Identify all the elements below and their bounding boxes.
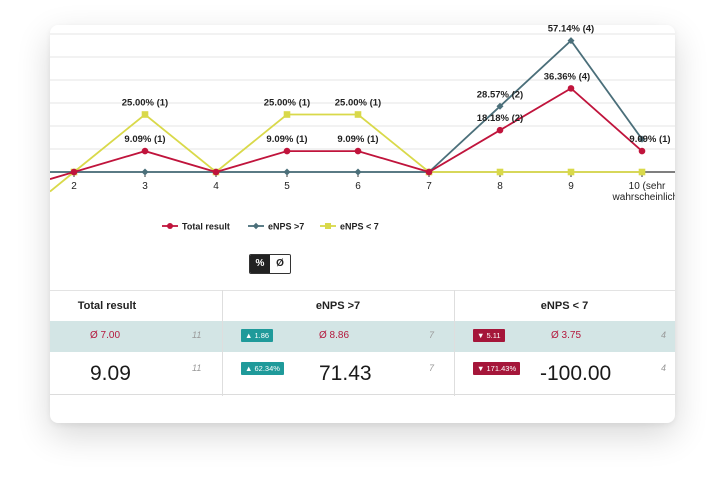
- display-mode-toggle[interactable]: % Ø: [249, 254, 291, 274]
- average-toggle-button[interactable]: Ø: [270, 255, 290, 273]
- data-label: 25.00% (1): [122, 98, 168, 109]
- header-total-result: Total result: [77, 300, 137, 312]
- data-point: [283, 168, 291, 176]
- data-point: [638, 147, 646, 155]
- data-point: [354, 111, 362, 118]
- table-row-average: Ø 7.00 11 ▲ 1.86 Ø 8.86 7 ▼ 5.11 Ø 3.75 …: [50, 321, 675, 352]
- data-point: [141, 111, 149, 118]
- data-label: 9.09% (1): [266, 134, 307, 145]
- x-tick-label: 9: [568, 181, 574, 192]
- data-point: [638, 135, 646, 143]
- results-table: Total result eNPS >7 eNPS < 7 Ø 7.00 11 …: [50, 290, 675, 396]
- data-point: [141, 147, 149, 155]
- x-tick-label: 5: [284, 181, 290, 192]
- x-tick-label: 3: [142, 181, 148, 192]
- header-enps-detractors: eNPS < 7: [540, 300, 589, 312]
- data-point: [567, 85, 575, 92]
- percent-toggle-button[interactable]: %: [250, 255, 270, 273]
- total-count: 11: [192, 363, 202, 373]
- promoters-count: 7: [429, 330, 435, 340]
- series-line-enps-7: [50, 113, 642, 193]
- data-point: [425, 168, 433, 176]
- x-tick-label: 6: [355, 181, 361, 192]
- data-label: 9.09% (1): [629, 134, 670, 145]
- total-percent-value: 9.09: [90, 362, 131, 385]
- data-label: 57.14% (4): [548, 25, 594, 35]
- data-label: 28.57% (2): [477, 89, 523, 100]
- column-divider: [222, 290, 223, 396]
- legend-marker: [252, 222, 260, 230]
- data-point: [354, 147, 362, 155]
- data-label: 9.09% (1): [124, 134, 165, 145]
- line-chart: 2 3 4 5 6 7 8 9 10 (sehr wahrscheinlich) 9.09% (1)…: [50, 25, 675, 232]
- legend-marker: [167, 223, 173, 229]
- table-header: Total result eNPS >7 eNPS < 7: [50, 290, 675, 322]
- x-tick-label: 4: [213, 181, 219, 192]
- series-line-total-result: [50, 87, 643, 180]
- data-point: [496, 168, 504, 176]
- data-label: 36.36% (4): [544, 71, 590, 82]
- data-point: [283, 147, 291, 155]
- detractors-delta-badge: ▼ 5.11: [473, 329, 505, 342]
- data-point: [567, 168, 575, 176]
- data-point: [70, 168, 78, 176]
- data-point: [496, 126, 504, 134]
- x-tick-label: 10 (sehr wahrscheinlich): [612, 181, 675, 203]
- legend-label: eNPS < 7: [340, 222, 379, 232]
- detractors-count: 4: [661, 330, 667, 340]
- legend-label: eNPS >7: [268, 222, 304, 232]
- total-count: 11: [192, 330, 202, 340]
- data-point: [141, 168, 149, 176]
- legend-label: Total result: [182, 222, 230, 232]
- series-line-enps-7: [50, 39, 643, 173]
- legend-marker: [325, 223, 331, 229]
- data-label: 9.09% (1): [337, 134, 378, 145]
- detractors-count: 4: [661, 363, 667, 373]
- column-divider: [454, 290, 455, 396]
- x-tick-label: 2: [71, 181, 77, 192]
- promoters-count: 7: [429, 363, 435, 373]
- data-point: [638, 168, 646, 176]
- detractors-percent-delta-badge: ▼ 171.43%: [473, 362, 521, 375]
- data-point: [283, 111, 291, 118]
- x-tick-label: 7: [426, 181, 432, 192]
- data-point: [496, 102, 504, 110]
- promoters-percent-value: 71.43: [319, 362, 372, 385]
- promoters-percent-delta-badge: ▲ 62.34%: [241, 362, 284, 375]
- detractors-average: Ø 3.75: [551, 330, 582, 341]
- results-card: 2 3 4 5 6 7 8 9 10 (sehr wahrscheinlich) 9.09% (1)…: [50, 25, 675, 423]
- data-point: [212, 168, 220, 176]
- data-point: [567, 37, 575, 45]
- detractors-percent-value: -100.00: [540, 362, 612, 385]
- data-label: 25.00% (1): [335, 98, 381, 109]
- table-row-percent: 9.09 11 ▲ 62.34% 71.43 7 ▼ 171.43% -100.…: [50, 352, 675, 395]
- promoters-average: Ø 8.86: [319, 330, 350, 341]
- data-label: 25.00% (1): [264, 98, 310, 109]
- header-enps-promoters: eNPS >7: [315, 300, 361, 312]
- data-label: 18.18% (2): [477, 113, 523, 124]
- data-point: [354, 168, 362, 176]
- promoters-delta-badge: ▲ 1.86: [241, 329, 274, 342]
- total-average: Ø 7.00: [90, 330, 121, 341]
- x-tick-label: 8: [497, 181, 503, 192]
